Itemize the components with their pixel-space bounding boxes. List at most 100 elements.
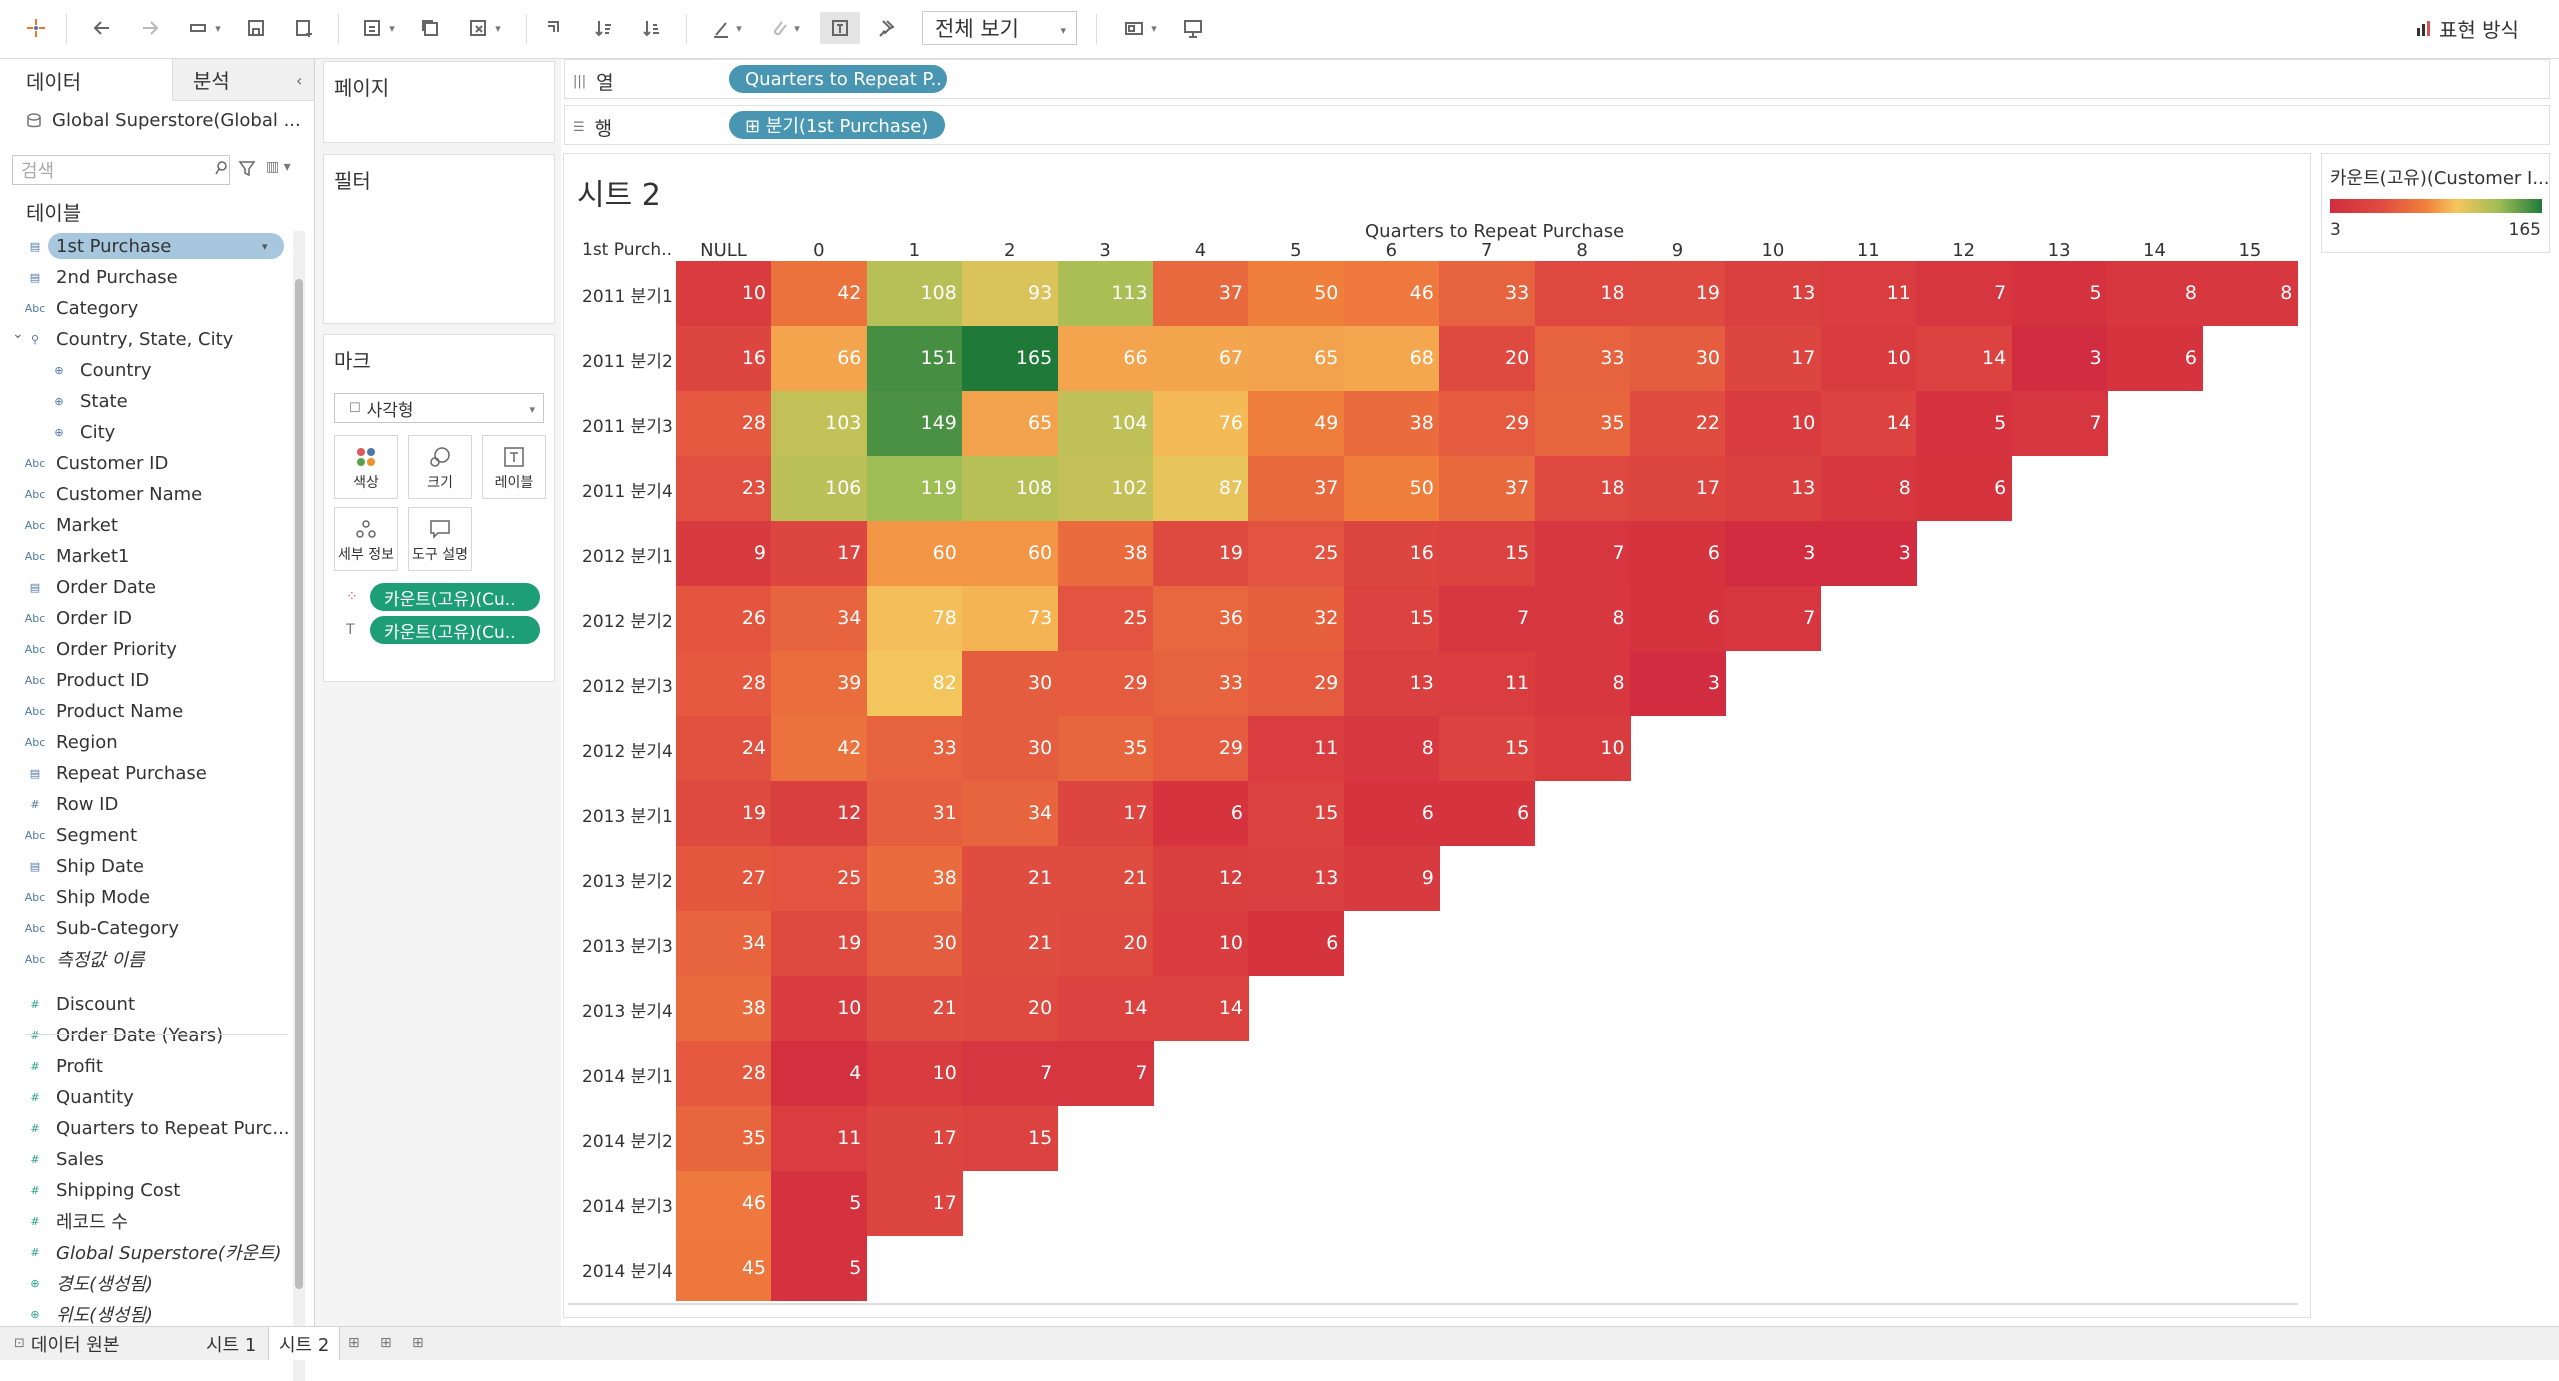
heatmap-cell[interactable]: 11 — [1248, 716, 1345, 781]
heatmap-cell[interactable]: 60 — [962, 521, 1059, 586]
heatmap-cell[interactable]: 102 — [1057, 456, 1154, 521]
heatmap-cell[interactable]: 15 — [962, 1106, 1059, 1171]
column-header[interactable]: 6 — [1385, 240, 1398, 261]
column-header[interactable]: 7 — [1480, 240, 1493, 261]
row-header[interactable]: 2011 분기2 — [582, 352, 673, 372]
heatmap-cell[interactable]: 39 — [771, 651, 868, 716]
size-button[interactable]: 크기 — [408, 435, 472, 499]
heatmap-cell[interactable]: 13 — [1343, 651, 1440, 716]
filters-card[interactable]: 필터 — [323, 154, 555, 324]
heatmap-cell[interactable]: 108 — [962, 456, 1059, 521]
field-item[interactable]: # Shipping Cost — [0, 1175, 290, 1205]
heatmap-cell[interactable]: 35 — [1534, 391, 1631, 456]
heatmap-cell[interactable]: 10 — [1820, 326, 1917, 391]
heatmap-cell[interactable]: 16 — [1343, 521, 1440, 586]
field-item[interactable]: ⊕ 경도(생성됨) — [0, 1268, 290, 1298]
heatmap-cell[interactable]: 18 — [1534, 456, 1631, 521]
heatmap-cell[interactable]: 28 — [676, 651, 772, 716]
heatmap-cell[interactable]: 3 — [2011, 326, 2108, 391]
heatmap-cell[interactable]: 14 — [1916, 326, 2013, 391]
heatmap-cell[interactable]: 30 — [962, 716, 1059, 781]
color-field-pill[interactable]: 카운트(고유)(Cu.. — [370, 583, 540, 611]
heatmap-cell[interactable]: 67 — [1153, 326, 1249, 391]
heatmap-cell[interactable]: 13 — [1248, 846, 1345, 911]
tab-analysis[interactable]: 분석 — [172, 59, 314, 101]
heatmap-cell[interactable]: 19 — [1630, 261, 1726, 326]
datasource-item[interactable]: Global Superstore(Global ... — [26, 110, 301, 131]
heatmap-cell[interactable]: 10 — [1534, 716, 1631, 781]
heatmap-cell[interactable]: 34 — [771, 586, 868, 651]
field-item[interactable]: Abc Customer Name — [0, 479, 290, 509]
tooltip-button[interactable]: 도구 설명 — [408, 507, 472, 571]
heatmap-cell[interactable]: 3 — [1725, 521, 1822, 586]
tab-sheet-2[interactable]: 시트 2 — [268, 1327, 341, 1360]
field-item[interactable]: Abc Product ID — [0, 665, 290, 695]
heatmap-cell[interactable]: 15 — [1343, 586, 1440, 651]
heatmap-cell[interactable]: 29 — [1057, 651, 1154, 716]
heatmap-cell[interactable]: 3 — [1820, 521, 1917, 586]
sheet-title[interactable]: 시트 2 — [577, 178, 661, 213]
heatmap-cell[interactable]: 113 — [1057, 261, 1154, 326]
heatmap-cell[interactable]: 82 — [866, 651, 963, 716]
field-item[interactable]: # Row ID — [0, 789, 290, 819]
heatmap-cell[interactable]: 16 — [676, 326, 772, 391]
heatmap-cell[interactable]: 37 — [1153, 261, 1249, 326]
heatmap-cell[interactable]: 33 — [1153, 651, 1249, 716]
field-menu-caret-icon[interactable]: ▾ — [262, 239, 268, 253]
field-item[interactable]: Abc Customer ID — [0, 448, 290, 478]
heatmap-cell[interactable]: 8 — [1820, 456, 1917, 521]
field-item[interactable]: # Global Superstore(카운트) — [0, 1237, 290, 1267]
rows-shelf[interactable]: ☰ 행 ⊞ 분기(1st Purchase) — [564, 105, 2550, 145]
field-item[interactable]: ⌄ ⚲ Country, State, City — [0, 324, 290, 354]
heatmap-cell[interactable]: 104 — [1057, 391, 1154, 456]
heatmap-cell[interactable]: 10 — [866, 1041, 963, 1106]
heatmap-cell[interactable]: 66 — [771, 326, 868, 391]
heatmap-cell[interactable]: 6 — [1248, 911, 1345, 976]
heatmap-cell[interactable]: 42 — [771, 261, 868, 326]
heatmap-cell[interactable]: 28 — [676, 1041, 772, 1106]
heatmap-cell[interactable]: 12 — [771, 781, 868, 846]
heatmap-cell[interactable]: 9 — [1343, 846, 1440, 911]
heatmap-cell[interactable]: 106 — [771, 456, 868, 521]
row-header[interactable]: 2013 분기4 — [582, 1002, 673, 1022]
columns-pill[interactable]: Quarters to Repeat P.. — [729, 65, 947, 93]
heatmap-cell[interactable]: 33 — [866, 716, 963, 781]
heatmap-cell[interactable]: 7 — [1916, 261, 2013, 326]
new-worksheet-tab-icon[interactable]: ⊞ — [348, 1335, 360, 1351]
column-header[interactable]: 2 — [1003, 240, 1016, 261]
field-item[interactable]: ▤ Ship Date — [0, 851, 290, 881]
heatmap-cell[interactable]: 6 — [1439, 781, 1536, 846]
row-header[interactable]: 2011 분기4 — [582, 482, 673, 502]
undo-icon[interactable] — [88, 12, 116, 44]
field-item[interactable]: Abc Product Name — [0, 696, 290, 726]
field-item[interactable]: ⊕ Country — [0, 355, 290, 385]
tab-data-source[interactable]: ⊡ 데이터 원본 — [14, 1334, 120, 1356]
heatmap-cell[interactable]: 25 — [771, 846, 868, 911]
heatmap-cell[interactable]: 15 — [1439, 716, 1536, 781]
heatmap-cell[interactable]: 38 — [1343, 391, 1440, 456]
row-header[interactable]: 2014 분기3 — [582, 1197, 673, 1217]
heatmap-cell[interactable]: 108 — [866, 261, 963, 326]
heatmap-cell[interactable]: 14 — [1820, 391, 1917, 456]
heatmap-cell[interactable]: 6 — [1153, 781, 1249, 846]
column-header[interactable]: 13 — [2047, 240, 2071, 261]
heatmap-cell[interactable]: 33 — [1439, 261, 1536, 326]
tab-data[interactable]: 데이터 — [0, 59, 172, 101]
show-labels-icon[interactable] — [820, 12, 860, 44]
mark-type-dropdown[interactable]: ☐ 사각형 ▾ — [334, 393, 544, 423]
duplicate-icon[interactable] — [416, 12, 444, 44]
column-header[interactable]: 14 — [2143, 240, 2166, 261]
field-item[interactable]: Abc Region — [0, 727, 290, 757]
heatmap-cell[interactable]: 25 — [1248, 521, 1345, 586]
heatmap-cell[interactable]: 73 — [962, 586, 1059, 651]
heatmap-cell[interactable]: 8 — [1343, 716, 1440, 781]
field-item[interactable]: # Quarters to Repeat Purc... — [0, 1113, 290, 1143]
show-me-button[interactable]: 표현 방식 — [2415, 14, 2519, 43]
heatmap-cell[interactable]: 5 — [2011, 261, 2108, 326]
collapse-pane-icon[interactable]: ‹ — [296, 71, 303, 90]
heatmap-cell[interactable]: 19 — [676, 781, 772, 846]
heatmap-cell[interactable]: 4 — [771, 1041, 868, 1106]
heatmap-cell[interactable]: 21 — [962, 911, 1059, 976]
color-button[interactable]: 색상 — [334, 435, 398, 499]
heatmap-cell[interactable]: 21 — [962, 846, 1059, 911]
